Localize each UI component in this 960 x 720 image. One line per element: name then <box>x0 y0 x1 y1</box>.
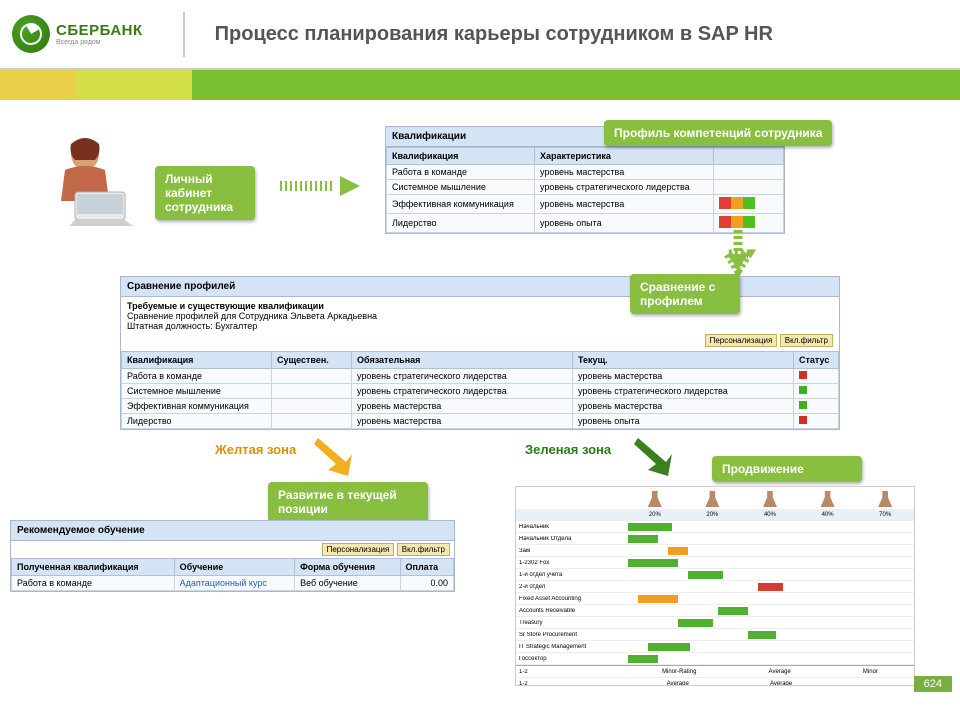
person-icon <box>878 491 892 507</box>
arrow-green-icon <box>630 434 675 479</box>
bank-tagline: Всегда рядом <box>56 39 143 46</box>
label-cabinet: Личный кабинет сотрудника <box>155 166 255 220</box>
promotion-panel: 20%20%40%40%70% НачальникНачальник Отдел… <box>515 486 915 686</box>
page-title: Процесс планирования карьеры сотрудником… <box>183 12 773 57</box>
personalize-button[interactable]: Персонализация <box>322 543 395 556</box>
yellow-zone-label: Желтая зона <box>215 442 296 457</box>
person-icon <box>648 491 662 507</box>
arrow-icon <box>275 166 365 206</box>
filter-button[interactable]: Вкл.фильтр <box>780 334 833 347</box>
person-icon <box>763 491 777 507</box>
person-icon <box>705 491 719 507</box>
training-panel: Рекомендуемое обучение Персонализация Вк… <box>10 520 455 592</box>
person-illustration <box>45 136 145 226</box>
label-profile: Профиль компетенций сотрудника <box>604 120 832 146</box>
col-header: Квалификация <box>387 148 535 165</box>
green-zone-label: Зеленая зона <box>525 442 611 457</box>
decor-band <box>0 70 960 100</box>
logo: СБЕРБАНК Всегда рядом <box>12 15 143 53</box>
page-number: 624 <box>914 676 952 692</box>
panel-title: Рекомендуемое обучение <box>11 521 454 541</box>
label-develop: Развитие в текущей позиции <box>268 482 428 522</box>
arrow-yellow-icon <box>310 434 355 479</box>
diagram-canvas: Личный кабинет сотрудника Квалификации К… <box>0 106 960 696</box>
role-icons-row <box>516 487 914 509</box>
personalize-button[interactable]: Персонализация <box>705 334 778 347</box>
label-promote: Продвижение <box>712 456 862 482</box>
arrow-down-icon <box>718 228 758 278</box>
col-header: Характеристика <box>534 148 713 165</box>
person-icon <box>821 491 835 507</box>
bank-name: СБЕРБАНК <box>56 22 143 39</box>
logo-icon <box>12 15 50 53</box>
filter-button[interactable]: Вкл.фильтр <box>397 543 450 556</box>
header: СБЕРБАНК Всегда рядом Процесс планирован… <box>0 0 960 70</box>
label-compare: Сравнение с профилем <box>630 274 740 314</box>
